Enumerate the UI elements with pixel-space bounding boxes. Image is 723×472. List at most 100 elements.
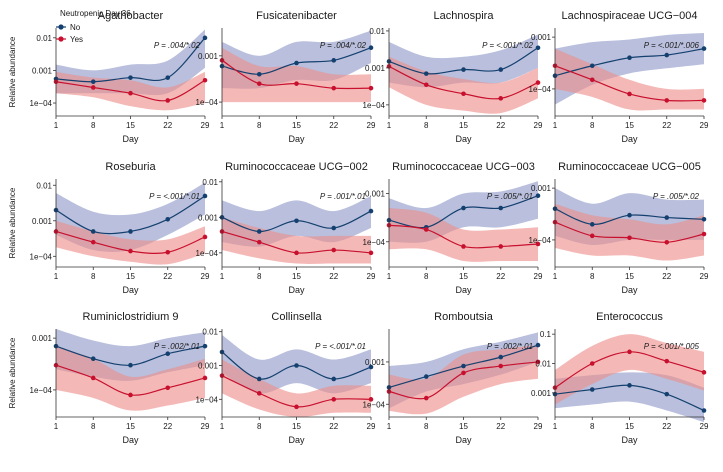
x-tick-label: 22 — [662, 272, 671, 281]
legend-key-no-point — [58, 24, 64, 30]
data-point-yes — [627, 235, 632, 241]
x-tick-label: 29 — [201, 121, 210, 130]
p-value-annotation: P = .005/*.02 — [653, 192, 700, 201]
y-tick-label: 0.001 — [365, 358, 386, 367]
x-tick-label: 1 — [220, 121, 225, 130]
panel-title: Fusicatenibacter — [256, 10, 337, 22]
data-point-no — [202, 343, 208, 349]
y-tick-label: 0.001 — [531, 33, 552, 42]
x-axis-label: Day — [288, 134, 305, 144]
x-tick-label: 29 — [700, 121, 709, 130]
data-point-yes — [128, 248, 133, 254]
data-point-yes — [368, 85, 374, 91]
y-tick-label: 0.01 — [36, 34, 52, 43]
x-axis-label: Day — [621, 435, 638, 445]
p-value-annotation: P = <.001/*.005 — [644, 342, 700, 351]
data-point-no — [165, 75, 171, 80]
x-axis-label: Day — [288, 285, 305, 295]
x-tick-label: 22 — [496, 422, 505, 431]
data-point-yes — [165, 98, 171, 103]
panel-title: Roseburia — [105, 161, 156, 173]
y-tick-label: 0.01 — [369, 27, 385, 36]
chart-panel: Collinsella 1e−04 0.001 0.01 1 8 15 22 29 Day P = … — [196, 311, 376, 445]
x-tick-label: 8 — [91, 121, 96, 130]
y-tick-label: 0.1 — [540, 330, 552, 339]
x-tick-label: 22 — [329, 272, 338, 281]
ci-band-yes — [555, 203, 704, 261]
data-point-no — [202, 193, 208, 199]
data-point-no — [128, 229, 133, 234]
data-point-no — [535, 342, 541, 348]
data-point-no — [535, 45, 541, 51]
data-point-no — [423, 71, 429, 76]
data-point-yes — [294, 81, 299, 86]
panel-title: Ruminococcaceae UCG−005 — [558, 161, 701, 173]
data-point-no — [627, 55, 632, 61]
x-tick-label: 29 — [700, 422, 709, 431]
x-axis-label: Day — [621, 285, 638, 295]
x-tick-label: 1 — [54, 121, 59, 130]
panel-title: Ruminococcaceae UCG−003 — [392, 161, 535, 173]
x-tick-label: 22 — [662, 121, 671, 130]
chart-panels: Agathobacter 1e−04 0.001 0.01 1 8 15 22 29 Day Rel… — [8, 10, 709, 445]
y-tick-label: 1e−04 — [30, 386, 53, 395]
data-point-yes — [256, 239, 262, 245]
data-point-yes — [589, 361, 595, 366]
x-tick-label: 8 — [257, 121, 262, 130]
p-value-annotation: P = .004/*.02 — [154, 41, 201, 50]
data-point-yes — [368, 250, 374, 256]
data-point-yes — [256, 81, 262, 86]
x-tick-label: 8 — [424, 422, 429, 431]
x-tick-label: 1 — [54, 272, 59, 281]
x-tick-label: 29 — [534, 272, 543, 281]
data-point-no — [701, 217, 707, 222]
y-tick-label: 0.001 — [198, 213, 219, 222]
y-tick-label: 1e−04 — [196, 395, 219, 404]
data-point-yes — [294, 250, 299, 256]
chart-panel: Fusicatenibacter 1e−04 0.001 1 8 15 22 29 Day P =… — [196, 10, 376, 144]
x-tick-label: 29 — [534, 121, 543, 130]
x-tick-label: 8 — [424, 121, 429, 130]
x-tick-label: 15 — [292, 272, 301, 281]
p-value-annotation: P = .004/*.02 — [320, 41, 367, 50]
data-point-yes — [701, 98, 707, 103]
x-tick-label: 22 — [163, 121, 172, 130]
data-point-no — [256, 229, 262, 234]
data-point-no — [368, 364, 374, 370]
x-tick-label: 15 — [292, 121, 301, 130]
data-point-yes — [589, 233, 595, 239]
data-point-no — [461, 67, 466, 72]
x-tick-label: 15 — [292, 422, 301, 431]
x-tick-label: 8 — [257, 272, 262, 281]
panel-title: Ruminiclostridium 9 — [83, 311, 179, 323]
x-axis-label: Day — [455, 435, 472, 445]
p-value-annotation: P = <.001/*.01 — [315, 342, 366, 351]
chart-panel: Roseburia 1e−04 0.001 0.01 1 8 15 22 29 Day Relati… — [8, 161, 210, 295]
data-point-yes — [423, 395, 429, 401]
y-tick-label: 0.001 — [198, 52, 219, 61]
data-point-no — [368, 45, 374, 50]
data-point-no — [423, 374, 429, 379]
data-point-no — [294, 218, 299, 224]
p-value-annotation: P = <.001/*.02 — [482, 41, 533, 50]
x-tick-label: 22 — [496, 272, 505, 281]
y-tick-label: 1e−04 — [30, 252, 53, 261]
ci-band-no — [555, 372, 704, 423]
data-point-yes — [589, 77, 595, 83]
ci-band-yes — [56, 346, 205, 411]
y-axis-label: Relative abundance — [8, 337, 17, 408]
data-point-no — [90, 229, 96, 234]
data-point-no — [461, 205, 466, 211]
y-tick-label: 0.001 — [32, 334, 53, 343]
data-point-yes — [498, 363, 504, 369]
ci-band-yes — [389, 345, 538, 415]
data-point-yes — [498, 244, 504, 249]
y-tick-label: 0.001 — [198, 361, 219, 370]
chart-panel: Romboutsia 1e−04 0.001 1 8 15 22 29 Day P = .002/… — [363, 311, 543, 445]
x-axis-label: Day — [288, 435, 305, 445]
ci-band-no — [555, 33, 704, 105]
data-point-no — [90, 79, 96, 85]
panel-title: Enterococcus — [596, 311, 663, 323]
y-tick-label: 0.01 — [202, 328, 218, 337]
